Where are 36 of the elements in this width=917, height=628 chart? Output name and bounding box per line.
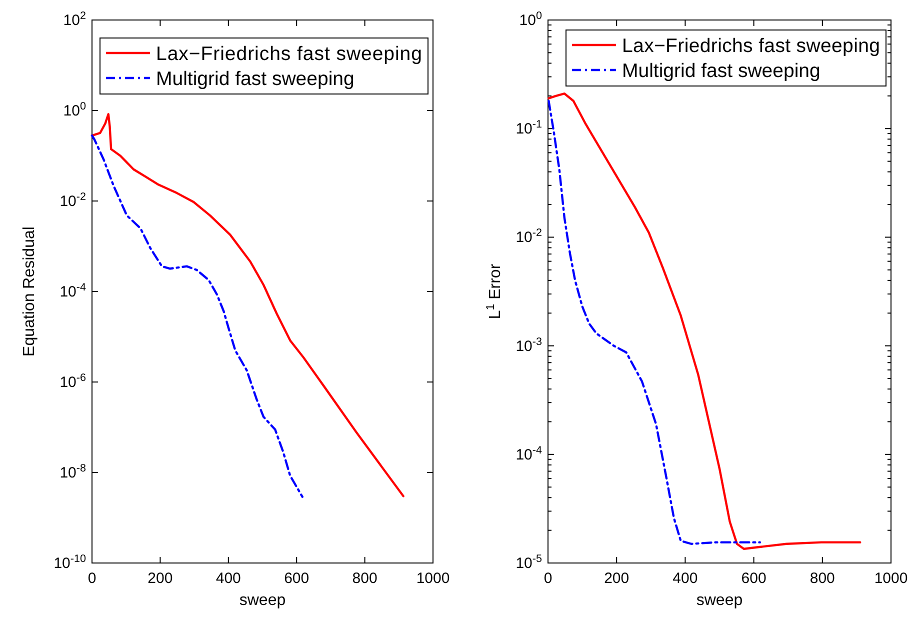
legend-label: Lax−Friedrichs fast sweeping [156,43,422,65]
y-tick-label: 10$^{-10}$ [54,553,86,572]
x-axis-title: sweep [239,592,286,609]
x-tick-label: 800 [352,570,378,587]
x-tick-label: 1000 [416,570,450,587]
line-series [90,113,404,498]
x-tick-label: 1000 [874,570,908,587]
y-tick-label: 10$^{2}$ [63,10,86,29]
y-tick-label: 10$^{-2}$ [516,227,542,246]
x-tick-label: 0 [88,570,96,587]
x-tick-label: 400 [672,570,698,587]
y-tick-label: 10$^{-5}$ [516,553,542,572]
y-axis-title: Equation Residual [21,226,38,356]
y-tick-label: 10$^{-4}$ [60,282,86,300]
legend-label: Multigrid fast sweeping [622,60,820,82]
x-tick-label: 800 [810,570,835,587]
x-tick-label: 600 [284,570,310,587]
x-tick-label: 200 [604,570,630,587]
y-tick-label: 10$^{0}$ [519,10,542,29]
line-series [90,134,304,498]
x-tick-label: 0 [544,570,552,587]
legend-label: Lax−Friedrichs fast sweeping [622,35,880,57]
y-tick-label: 10$^{0}$ [63,100,86,120]
legend-label: Multigrid fast sweeping [156,68,354,90]
y-tick-label: 10$^{-2}$ [60,191,86,210]
x-tick-label: 400 [216,570,241,587]
y-tick-label: 10$^{-8}$ [60,462,86,482]
x-axis-title: sweep [696,592,743,609]
x-tick-label: 200 [148,570,173,587]
x-tick-label: 600 [741,570,766,587]
y-tick-label: 10$^{-4}$ [516,444,542,464]
line-series [548,92,862,550]
y-tick-label: 10$^{-6}$ [60,372,86,391]
y-tick-label: 10$^{-3}$ [516,336,542,355]
line-series [548,100,762,545]
y-tick-label: 10$^{-1}$ [516,118,542,138]
